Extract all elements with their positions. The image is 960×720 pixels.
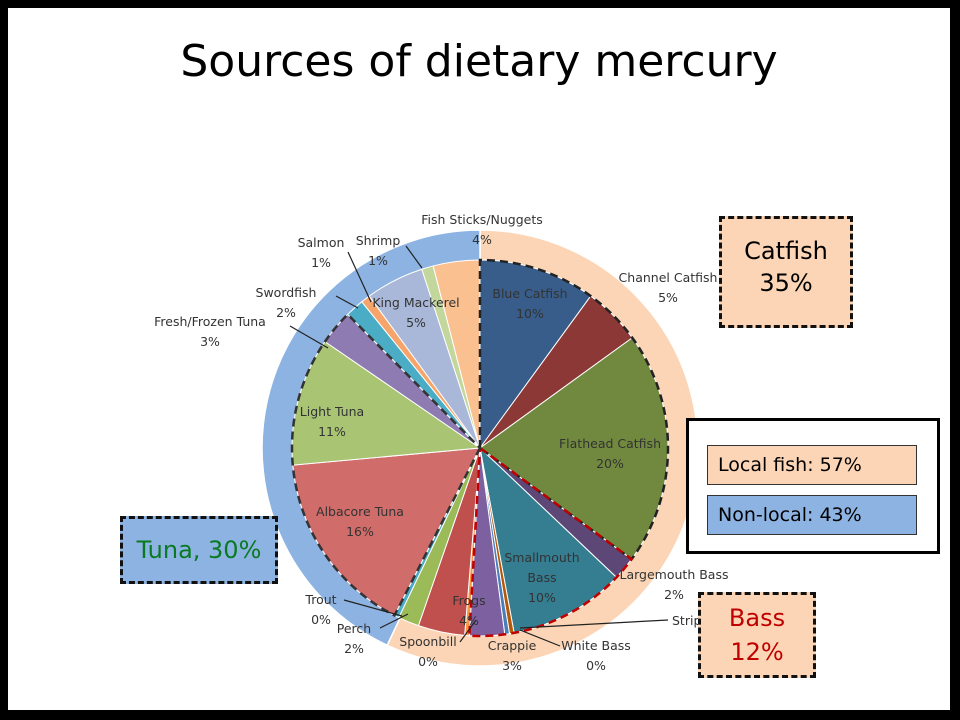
label-text-white-bass-0: White Bass <box>561 638 631 653</box>
label-text-perch-1: 2% <box>344 641 364 656</box>
label-flathead-catfish: Flathead Catfish 20% <box>559 436 661 471</box>
label-salmon: Salmon 1% <box>298 235 372 303</box>
leader-line-shrimp <box>405 245 423 269</box>
leader-line-striped-bass <box>519 619 669 629</box>
tuna-group-outline <box>290 312 482 618</box>
label-text-largemouth-bass-0: Largemouth Bass <box>620 567 729 582</box>
label-text-king-mackerel-1: 5% <box>406 315 426 330</box>
legend-local-fish: Local fish: 57% <box>707 445 917 485</box>
label-text-crappie-0: Crappie <box>488 638 537 653</box>
leader-line-salmon <box>347 251 372 303</box>
label-smallmouth-bass: Smallmouth Bass 10% <box>504 550 579 605</box>
catfish-callout-pct: 35% <box>759 269 813 297</box>
label-text-spoonbill-0: Spoonbill <box>399 634 456 649</box>
label-text-king-mackerel-0: King Mackerel <box>372 295 459 310</box>
catfish-callout: Catfish 35% <box>719 216 853 328</box>
bass-callout-label: Bass <box>728 604 786 632</box>
label-text-blue-catfish-0: Blue Catfish <box>492 286 567 301</box>
label-text-fresh-frozen-tuna-1: 3% <box>200 334 220 349</box>
label-text-largemouth-bass-1: 2% <box>664 587 684 602</box>
label-text-smallmouth-bass-2: 10% <box>528 590 556 605</box>
label-white-bass: White Bass 0% <box>519 629 631 673</box>
legend-non-local: Non-local: 43% <box>707 495 917 535</box>
label-text-fresh-frozen-tuna-0: Fresh/Frozen Tuna <box>154 314 266 329</box>
leader-line-trout <box>343 599 403 617</box>
label-text-shrimp-0: Shrimp <box>356 233 401 248</box>
leader-line-spoonbill <box>459 619 477 643</box>
label-text-spoonbill-1: 0% <box>418 654 438 669</box>
label-king-mackerel: King Mackerel 5% <box>372 295 459 330</box>
leader-line-white-bass <box>519 629 561 647</box>
catfish-group-outline <box>478 258 670 561</box>
label-blue-catfish: Blue Catfish 10% <box>492 286 567 321</box>
label-text-channel-catfish-0: Channel Catfish <box>619 270 718 285</box>
label-text-trout-1: 0% <box>311 612 331 627</box>
label-text-flathead-catfish-1: 20% <box>596 456 624 471</box>
tuna-callout: Tuna, 30% <box>120 516 278 584</box>
label-text-striped-bass-0: Strip <box>672 613 701 628</box>
label-text-frogs-1: 4% <box>459 613 479 628</box>
label-text-albacore-tuna-0: Albacore Tuna <box>316 504 404 519</box>
label-spoonbill: Spoonbill 0% <box>399 619 477 669</box>
label-text-fish-sticks-nuggets-0: Fish Sticks/Nuggets <box>421 212 543 227</box>
label-text-white-bass-1: 0% <box>586 658 606 673</box>
label-light-tuna: Light Tuna 11% <box>300 404 364 439</box>
slide-title: Sources of dietary mercury <box>180 36 778 87</box>
label-largemouth-bass: Largemouth Bass 2% <box>620 567 729 602</box>
label-text-salmon-1: 1% <box>311 255 331 270</box>
slide: Sources of dietary mercury Blue Catfish 1… <box>8 8 950 710</box>
label-text-trout-0: Trout <box>304 592 336 607</box>
label-text-swordfish-0: Swordfish <box>256 285 317 300</box>
slice-smallmouth-bass <box>479 446 618 634</box>
tuna-callout-text: Tuna, 30% <box>136 536 262 564</box>
label-text-flathead-catfish-0: Flathead Catfish <box>559 436 661 451</box>
label-text-shrimp-1: 1% <box>368 253 388 268</box>
bass-callout: Bass 12% <box>698 592 816 678</box>
label-perch: Perch 2% <box>337 613 409 656</box>
label-fresh-frozen-tuna: Fresh/Frozen Tuna 3% <box>154 314 329 349</box>
leader-line-perch <box>379 613 409 629</box>
label-albacore-tuna: Albacore Tuna 16% <box>316 504 404 539</box>
label-text-light-tuna-1: 11% <box>318 424 346 439</box>
label-swordfish: Swordfish 2% <box>256 285 359 320</box>
label-text-channel-catfish-1: 5% <box>658 290 678 305</box>
leader-line-fresh-frozen-tuna <box>289 325 329 349</box>
slice-albacore-tuna <box>292 447 481 617</box>
label-channel-catfish: Channel Catfish 5% <box>619 270 718 305</box>
legend-panel: Local fish: 57% Non-local: 43% <box>686 418 940 554</box>
label-crappie: Crappie 3% <box>488 638 537 673</box>
label-text-perch-0: Perch <box>337 621 371 636</box>
label-frogs: Frogs 4% <box>452 593 485 628</box>
mercury-pie-chart: Blue Catfish 10% Channel Catfish 5% Flathead… <box>154 212 729 673</box>
label-text-blue-catfish-1: 10% <box>516 306 544 321</box>
label-shrimp: Shrimp 1% <box>356 233 423 269</box>
label-text-swordfish-1: 2% <box>276 305 296 320</box>
label-fish-sticks-nuggets: Fish Sticks/Nuggets 4% <box>421 212 543 247</box>
label-text-crappie-1: 3% <box>502 658 522 673</box>
label-striped-bass: Strip <box>519 613 701 629</box>
catfish-callout-label: Catfish <box>744 237 828 265</box>
label-trout: Trout 0% <box>304 592 403 627</box>
label-text-light-tuna-0: Light Tuna <box>300 404 364 419</box>
label-text-albacore-tuna-1: 16% <box>346 524 374 539</box>
label-text-frogs-0: Frogs <box>452 593 485 608</box>
bass-callout-pct: 12% <box>730 638 784 666</box>
leader-line-swordfish <box>335 295 359 309</box>
label-text-fish-sticks-nuggets-1: 4% <box>472 232 492 247</box>
label-text-salmon-0: Salmon <box>298 235 345 250</box>
label-text-smallmouth-bass-1: Bass <box>527 570 556 585</box>
bass-group-outline <box>468 445 634 638</box>
label-text-smallmouth-bass-0: Smallmouth <box>504 550 579 565</box>
